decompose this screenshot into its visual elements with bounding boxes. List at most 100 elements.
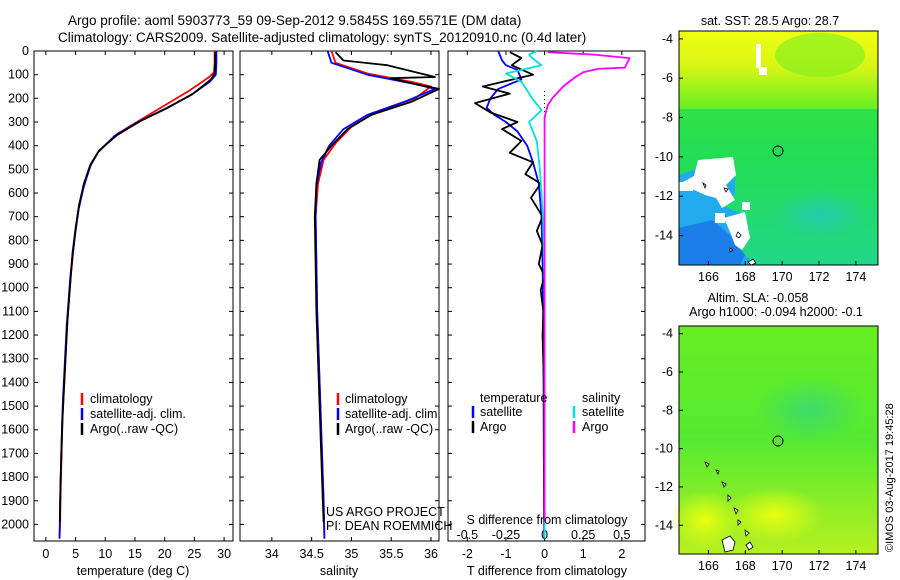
salinity-legend: climatology satellite-adj. clim. Argo(..… <box>326 392 452 533</box>
y-tick-label: 800 <box>8 233 29 247</box>
series-line-satellite-adj-clim- <box>58 51 218 539</box>
temperature-panel-frame <box>33 50 234 542</box>
legend-label-argo: Argo(..raw -QC) <box>90 422 178 436</box>
x-tick-label: 10 <box>98 547 112 561</box>
project-annotation: US ARGO PROJECT <box>326 505 445 519</box>
map-y-tick-label: -14 <box>655 518 673 532</box>
y-tick-label: 100 <box>8 68 29 82</box>
legend-label-climatology: climatology <box>345 392 408 406</box>
legend-label-satellite: satellite-adj. clim. <box>345 407 441 421</box>
y-tick-label: 1100 <box>2 304 29 318</box>
x-tick-label: 36 <box>424 547 438 561</box>
y-tick-label: 1400 <box>1 375 29 389</box>
y-tick-label: 1700 <box>1 446 29 460</box>
x-tick-label: 0 <box>42 547 49 561</box>
legend-label-satellite: satellite-adj. clim. <box>90 407 186 421</box>
map-x-tick-label: 168 <box>735 270 756 284</box>
header-line2: Climatology: CARS2009. Satellite-adjuste… <box>58 30 586 45</box>
y-tick-label: 1900 <box>1 494 29 508</box>
sst-cloud-gap-2 <box>679 182 693 191</box>
salinity-xlabel: salinity <box>320 564 359 578</box>
x-tick-label: 0 <box>541 547 548 561</box>
series-line-climatology <box>314 50 432 539</box>
sst-map-frame <box>678 30 879 266</box>
map-y-tick-label: -4 <box>662 32 673 46</box>
y-tick-label: 300 <box>8 115 29 129</box>
map-y-tick-label: -14 <box>655 229 673 243</box>
map-y-tick-label: -12 <box>655 480 673 494</box>
x-tick-label: 5 <box>72 547 79 561</box>
x-tick-label: 34.5 <box>299 547 323 561</box>
x-tick-label: 25 <box>187 547 201 561</box>
sla-map-frame <box>678 325 879 555</box>
x-tick-label: 2 <box>618 547 625 561</box>
y-tick-label: 700 <box>8 210 29 224</box>
series-line-argo-raw-qc- <box>58 52 217 523</box>
map-y-tick-label: -6 <box>662 365 673 379</box>
series-line-argo-raw-qc- <box>313 51 440 523</box>
series-line-satellite-adj-clim- <box>314 50 436 539</box>
sst-warm-patch <box>775 33 865 77</box>
map-y-tick-label: -4 <box>662 327 673 341</box>
salinity-panel-frame <box>239 50 440 542</box>
map-x-tick-label: 174 <box>845 559 866 573</box>
imos-timestamp: ©IMOS 03-Aug-2017 19:45:28 <box>884 403 896 552</box>
s-difference-xlabel: S difference from climatology <box>467 513 629 527</box>
sst-cloud-gap-3 <box>715 213 725 223</box>
map-y-tick-label: -12 <box>655 189 673 203</box>
x-tick-label: 35 <box>344 547 358 561</box>
sla-high-patch <box>725 487 825 543</box>
coastline-islands <box>704 461 754 553</box>
y-tick-label: 600 <box>8 186 29 200</box>
sst-cloud-gap <box>683 157 736 208</box>
map-y-tick-label: -8 <box>662 111 673 125</box>
map-y-tick-label: -8 <box>662 403 673 417</box>
coastline-islands <box>702 181 757 266</box>
map-x-tick-label: 168 <box>735 559 756 573</box>
y-tick-label: 0 <box>22 44 29 58</box>
x-tick-label: 15 <box>128 547 142 561</box>
sst-cooler-region <box>679 220 745 265</box>
sst-map-title: sat. SST: 28.5 Argo: 28.7 <box>701 14 839 28</box>
map-x-tick-label: 172 <box>809 559 830 573</box>
sla-map-title-1: Altim. SLA: -0.058 <box>708 291 809 305</box>
salinity-profile-chart: 34 34.5 35 35.5 36 <box>240 50 440 561</box>
map-x-tick-label: 170 <box>772 559 793 573</box>
y-tick-label: 1500 <box>1 399 29 413</box>
map-x-tick-label: 166 <box>698 270 719 284</box>
pi-annotation: PI: DEAN ROEMMICH <box>326 519 452 533</box>
x2-tick-label: -0.25 <box>492 528 521 542</box>
map-x-tick-label: 172 <box>809 270 830 284</box>
y-tick-label: 200 <box>8 91 29 105</box>
x-tick-label: 1 <box>580 547 587 561</box>
y-tick-label: 400 <box>8 139 29 153</box>
sst-teal-patch <box>772 190 868 240</box>
sla-teal-patch <box>755 375 865 445</box>
map-y-tick-label: -10 <box>655 442 673 456</box>
temperature-legend: climatology satellite-adj. clim. Argo(..… <box>80 392 186 436</box>
map-x-tick-label: 170 <box>772 270 793 284</box>
legend-label-climatology: climatology <box>90 392 153 406</box>
map-y-tick-label: -6 <box>662 71 673 85</box>
t-difference-xlabel: T difference from climatology <box>467 564 628 578</box>
difference-panel-frame <box>447 50 646 542</box>
series-line-s-argo <box>543 51 631 523</box>
y-tick-label: 1600 <box>1 423 29 437</box>
sst-cloud-gap-7 <box>759 67 767 75</box>
map-y-tick-label: -10 <box>655 150 673 164</box>
header-line1: Argo profile: aoml 5903773_59 09-Sep-201… <box>68 13 521 28</box>
sst-map: sat. SST: 28.5 Argo: 28.7 <box>678 14 879 266</box>
sla-high-patch-2 <box>670 490 740 550</box>
y-tick-label: 2000 <box>1 517 29 531</box>
legend-title-temperature: temperature <box>480 391 547 405</box>
temperature-xlabel: temperature (deg C) <box>77 564 190 578</box>
sst-cloud-gap-4 <box>724 212 750 250</box>
map-axis-ticks: 166 168 170 172 174 -4 -6 -8 -10 -12 -14 166 168 170 1… <box>655 32 866 573</box>
difference-legend: temperature satellite Argo salinity sate… <box>471 391 624 434</box>
legend-label-argo: Argo(..raw -QC) <box>345 422 433 436</box>
map-x-tick-label: 166 <box>698 559 719 573</box>
x-tick-label: 35.5 <box>379 547 403 561</box>
x-tick-label: 34 <box>265 547 279 561</box>
